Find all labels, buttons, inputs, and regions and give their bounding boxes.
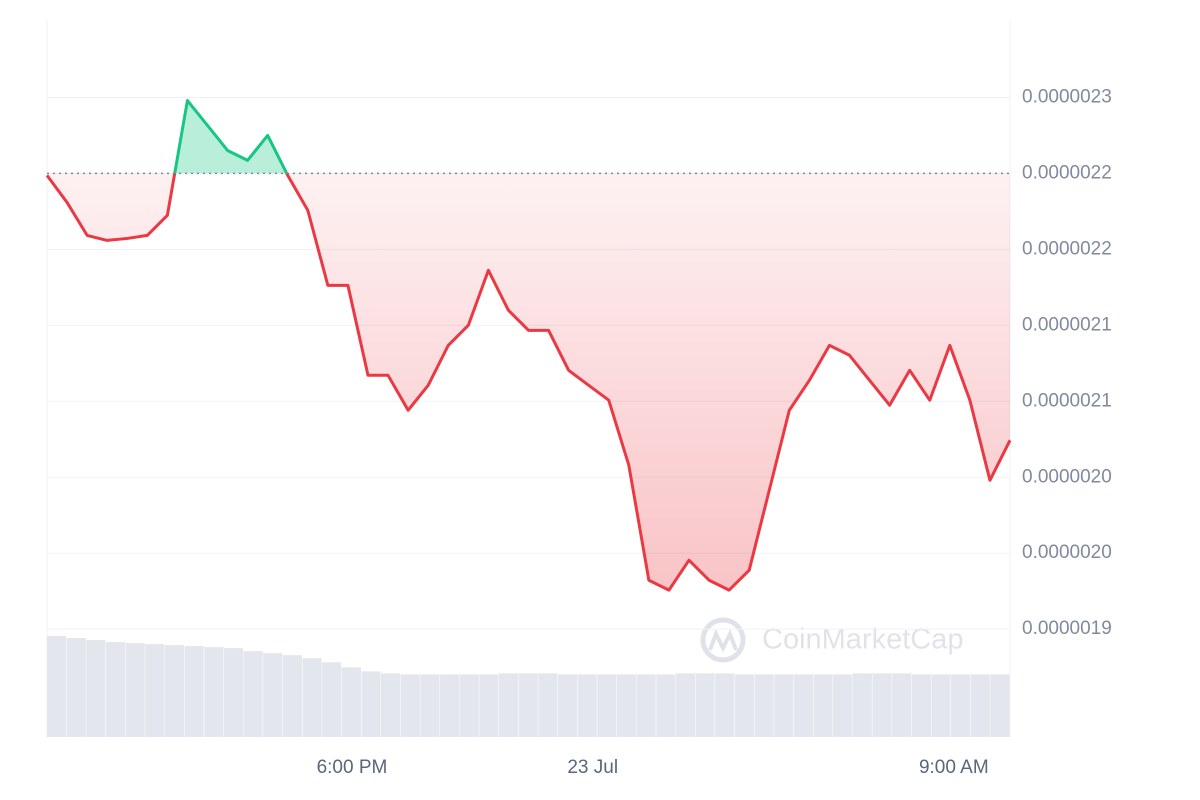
y-tick-label: 0.0000022: [1022, 238, 1112, 259]
volume-bar: [597, 674, 617, 737]
volume-bar: [125, 643, 145, 737]
y-tick-label: 0.0000020: [1022, 542, 1112, 563]
volume-bar: [459, 674, 479, 737]
volume-bar: [204, 647, 224, 737]
volume-bar: [263, 653, 283, 737]
volume-bar: [695, 673, 715, 737]
y-tick-label: 0.0000020: [1022, 466, 1112, 487]
volume-bar: [105, 642, 126, 737]
volume-bar: [813, 674, 833, 737]
volume-bar: [361, 671, 381, 737]
volume-bar: [420, 674, 440, 737]
x-tick-label: 23 Jul: [567, 757, 618, 778]
price-line-down: [45, 173, 1012, 592]
volume-bar: [577, 674, 597, 737]
volume-bar: [223, 648, 244, 737]
volume-bar: [990, 674, 1010, 737]
volume-bar: [636, 674, 656, 737]
volume-bar: [302, 658, 322, 737]
volume-bar: [656, 674, 676, 737]
volume-bar: [400, 674, 420, 737]
volume-bar: [86, 640, 106, 737]
watermark: CoinMarketCap: [700, 617, 963, 663]
volume-bar: [499, 673, 519, 737]
volume-bar: [793, 674, 813, 737]
y-tick-label: 0.0000022: [1022, 162, 1112, 183]
volume-bar: [852, 673, 872, 737]
volume-bar: [243, 651, 263, 737]
volume-bar: [951, 674, 971, 737]
volume-bar: [184, 646, 204, 737]
volume-bar: [282, 655, 302, 737]
y-tick-label: 0.0000023: [1022, 86, 1112, 107]
volume-bar: [774, 674, 794, 737]
volume-bar: [931, 674, 951, 737]
volume-bar: [479, 674, 499, 737]
volume-bar: [164, 645, 185, 737]
volume-bar: [66, 638, 86, 737]
volume-bar: [538, 673, 558, 737]
y-tick-label: 0.0000021: [1022, 314, 1112, 335]
volume-bar: [892, 673, 912, 737]
volume-bar: [557, 674, 578, 737]
volume-bar: [675, 673, 696, 737]
volume-bar: [715, 673, 735, 737]
volume-bar: [145, 644, 165, 737]
price-line-up: [173, 99, 289, 174]
volume-bar: [440, 674, 460, 737]
volume-bar: [911, 674, 931, 737]
volume-bar: [872, 673, 892, 737]
volume-bar: [341, 667, 361, 737]
up-area: [174, 100, 287, 174]
volume-bar: [616, 674, 637, 737]
y-tick-label: 0.0000019: [1022, 618, 1112, 639]
volume-bar: [833, 674, 853, 737]
y-tick-label: 0.0000021: [1022, 390, 1112, 411]
volume-bar: [47, 636, 67, 737]
watermark-text: CoinMarketCap: [762, 624, 963, 656]
volume-bar: [518, 673, 538, 737]
volume-bar: [322, 662, 342, 737]
volume-bar: [381, 673, 401, 737]
x-tick-label: 6:00 PM: [317, 757, 388, 778]
volume-bar: [970, 674, 990, 737]
x-tick-label: 9:00 AM: [919, 757, 989, 778]
volume-bar: [734, 674, 755, 737]
volume-bar: [754, 674, 774, 737]
